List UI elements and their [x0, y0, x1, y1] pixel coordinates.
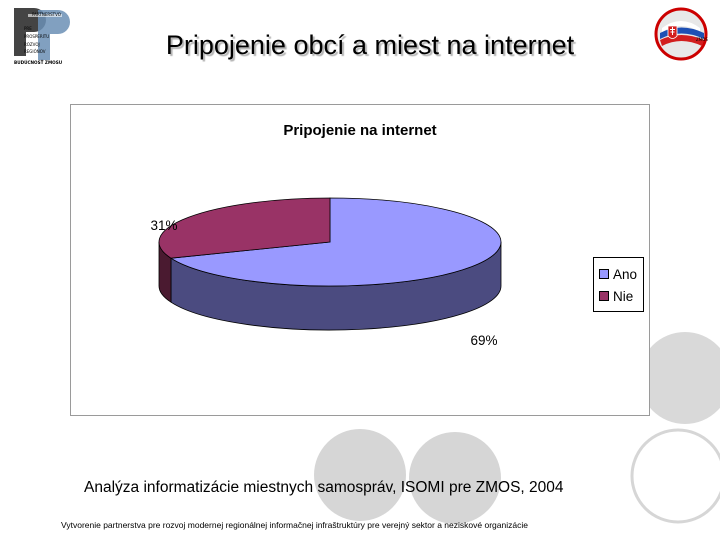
- legend-swatch-nie: [599, 291, 609, 301]
- legend-label-ano: Ano: [613, 266, 638, 282]
- footer-text: Vytvorenie partnerstva pre rozvoj modern…: [61, 520, 528, 530]
- legend-label-nie: Nie: [613, 288, 634, 304]
- partnership-logo: PARTNERSTVO PRE PROSPERITU ROZVOJ REGIÓN…: [14, 8, 70, 65]
- zmos-logo-text: ZMOS: [696, 37, 708, 42]
- source-text: Analýza informatizácie miestnych samospr…: [84, 479, 564, 496]
- logo-footer-text: BUDÚCNOSŤ ZMOSU: [14, 60, 63, 65]
- zmos-logo: ZMOS: [654, 7, 708, 61]
- data-label-ano: 69%: [470, 333, 497, 348]
- logo-text-5: REGIÓNOV: [24, 49, 46, 54]
- slide-title: Pripojenie obcí a miest na internet: [165, 30, 575, 60]
- chart-area: Pripojenie na internet 69% 31% Ano Nie: [70, 104, 650, 416]
- legend-item-nie: Nie: [599, 288, 633, 304]
- chart-legend: Ano Nie: [593, 257, 644, 312]
- logo-text-2: PRE: [24, 26, 32, 31]
- pie-slice-ano: [169, 197, 502, 287]
- legend-swatch-ano: [599, 269, 609, 279]
- logo-text-3: PROSPERITU: [24, 34, 49, 39]
- pie-chart: Pripojenie na internet 69% 31%: [150, 122, 502, 348]
- chart-title: Pripojenie na internet: [283, 122, 436, 139]
- logo-text-4: ROZVOJ: [24, 42, 40, 47]
- legend-item-ano: Ano: [599, 266, 637, 282]
- data-label-nie: 31%: [150, 218, 177, 233]
- logo-text-1: PARTNERSTVO: [32, 12, 61, 17]
- pie-slice-nie: [158, 197, 331, 259]
